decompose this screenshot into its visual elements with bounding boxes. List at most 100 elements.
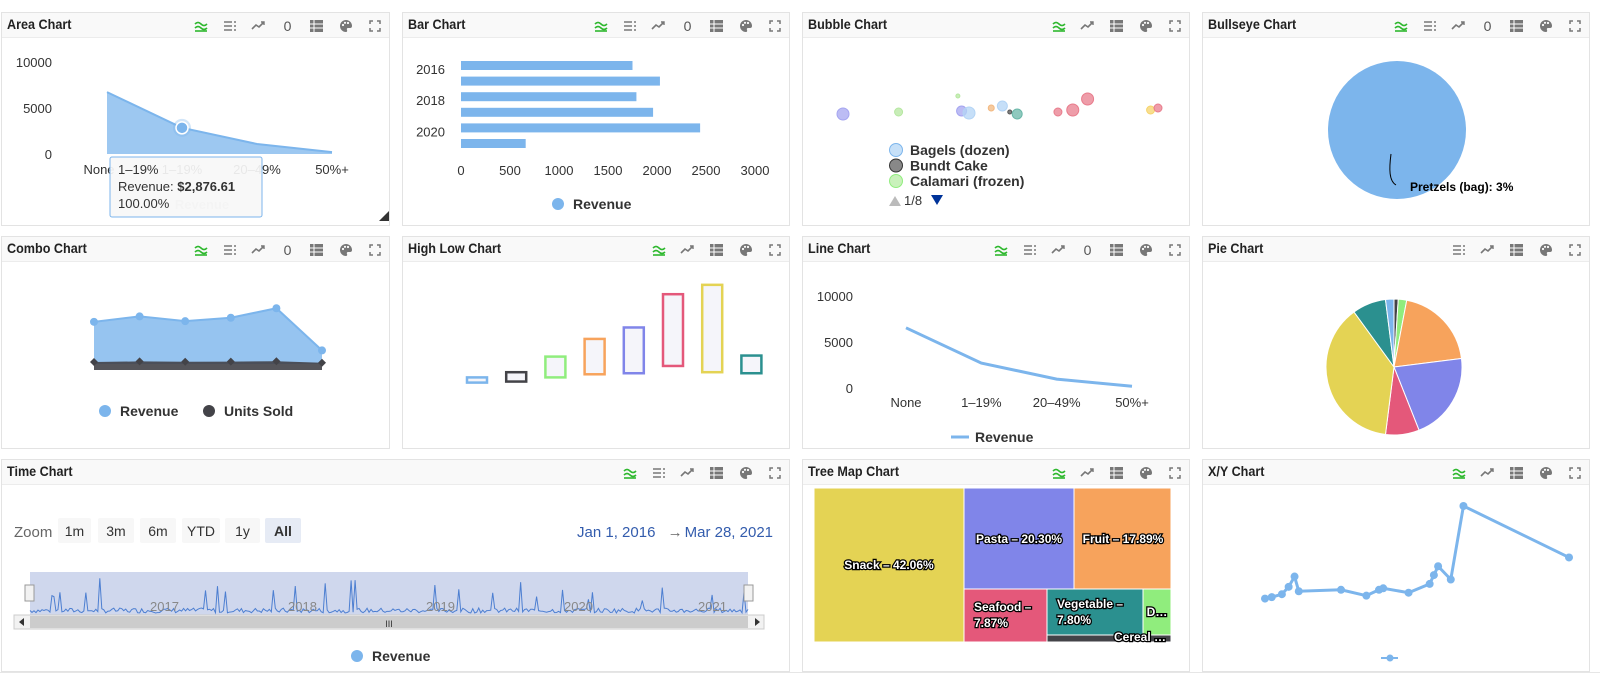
legend-label[interactable]: Revenue — [573, 196, 632, 212]
zoom-1y-button[interactable]: 1y — [225, 518, 260, 543]
high-low-bar[interactable] — [700, 283, 724, 374]
data-table-icon[interactable] — [702, 13, 731, 38]
series-toggle-icon[interactable] — [1444, 460, 1473, 485]
fullscreen-icon[interactable] — [760, 13, 789, 38]
legend-marker-dot[interactable] — [1386, 654, 1394, 662]
legend-label[interactable]: Revenue — [120, 403, 179, 419]
legend-toggle-icon[interactable] — [1415, 13, 1444, 38]
series-toggle-icon[interactable] — [644, 237, 673, 262]
xy-point[interactable] — [1290, 572, 1299, 581]
xy-point[interactable] — [1446, 575, 1455, 584]
high-low-bar[interactable] — [544, 355, 567, 379]
resize-handle[interactable] — [379, 211, 389, 221]
trend-line-icon[interactable] — [1444, 13, 1473, 38]
series-toggle-icon[interactable] — [1044, 13, 1073, 38]
legend-toggle-icon[interactable] — [215, 237, 244, 262]
units-point[interactable] — [226, 357, 235, 366]
units-point[interactable] — [181, 357, 190, 366]
palette-icon[interactable] — [731, 460, 760, 485]
bubble[interactable] — [962, 106, 976, 120]
palette-icon[interactable] — [731, 237, 760, 262]
revenue-point[interactable] — [318, 346, 326, 355]
bar-chart-plot[interactable]: 2016 2018 2020 0 500 1000 1500 2000 2500 3000 Reve… — [403, 39, 789, 225]
revenue-point[interactable] — [90, 317, 98, 326]
palette-icon[interactable] — [1131, 460, 1160, 485]
navigator-right-handle[interactable] — [743, 584, 754, 602]
legend-marker[interactable] — [552, 198, 564, 210]
xy-point[interactable] — [1261, 594, 1269, 603]
legend-toggle-icon[interactable] — [615, 13, 644, 38]
legend-marker[interactable] — [889, 174, 903, 188]
zoom-ytd-button[interactable]: YTD — [182, 518, 220, 543]
xy-point[interactable] — [1459, 501, 1468, 510]
revenue-point[interactable] — [181, 317, 190, 326]
zoom-1m-button[interactable]: 1m — [58, 518, 91, 543]
series-toggle-icon[interactable] — [986, 237, 1015, 262]
revenue-point[interactable] — [135, 312, 144, 321]
fullscreen-icon[interactable] — [760, 460, 789, 485]
data-table-icon[interactable] — [1502, 460, 1531, 485]
line-chart-plot[interactable]: 10000 5000 0 None 1–19% 20–49% 50%+ Revenue — [803, 263, 1189, 448]
fullscreen-icon[interactable] — [760, 237, 789, 262]
trend-line-icon[interactable] — [1473, 237, 1502, 262]
xy-point[interactable] — [1434, 562, 1443, 571]
zoom-3m-button[interactable]: 3m — [98, 518, 134, 543]
high-low-chart-plot[interactable] — [403, 263, 789, 448]
xy-point[interactable] — [1379, 584, 1388, 593]
xy-point[interactable] — [1404, 588, 1413, 597]
palette-icon[interactable] — [331, 13, 360, 38]
data-table-icon[interactable] — [302, 237, 331, 262]
xy-point[interactable] — [1277, 590, 1286, 599]
legend-label[interactable]: Calamari (frozen) — [910, 173, 1024, 189]
legend-marker[interactable] — [889, 158, 903, 173]
area-chart-plot[interactable]: 1000050000None1–19%20–49%50%+Revenue1–19… — [2, 39, 389, 225]
bubble[interactable] — [1153, 103, 1163, 113]
xy-point[interactable] — [1425, 579, 1434, 588]
units-point[interactable] — [135, 357, 144, 366]
xy-point[interactable] — [1362, 591, 1371, 600]
trend-line-icon[interactable] — [1073, 13, 1102, 38]
trend-line-icon[interactable] — [673, 460, 702, 485]
fullscreen-icon[interactable] — [1560, 237, 1589, 262]
scroll-left-arrow-icon[interactable] — [19, 618, 24, 626]
fullscreen-icon[interactable] — [1160, 13, 1189, 38]
palette-icon[interactable] — [1531, 460, 1560, 485]
high-low-bar[interactable] — [622, 326, 646, 375]
data-table-icon[interactable] — [702, 460, 731, 485]
date-from-input[interactable]: Jan 1, 2016 — [577, 524, 656, 541]
xy-point[interactable] — [1294, 587, 1303, 596]
legend-toggle-icon[interactable] — [644, 460, 673, 485]
series-toggle-icon[interactable] — [186, 237, 215, 262]
palette-icon[interactable] — [1131, 13, 1160, 38]
date-to-input[interactable]: Mar 28, 2021 — [684, 524, 773, 541]
legend-marker[interactable] — [889, 143, 903, 157]
treemap-cell[interactable] — [813, 487, 965, 643]
legend-label[interactable]: Bundt Cake — [910, 158, 988, 174]
legend-label[interactable]: Revenue — [975, 429, 1034, 445]
legend-toggle-icon[interactable] — [1015, 237, 1044, 262]
xy-point[interactable] — [1337, 585, 1345, 594]
pie-slice[interactable] — [1328, 61, 1466, 199]
legend-label[interactable]: Bagels (dozen) — [910, 142, 1010, 158]
zoom-6m-button[interactable]: 6m — [140, 518, 176, 543]
bar[interactable] — [461, 61, 633, 70]
navigator-left-handle[interactable] — [24, 584, 35, 602]
revenue-point[interactable] — [226, 313, 235, 322]
bar[interactable] — [461, 107, 654, 117]
series-toggle-icon[interactable] — [586, 13, 615, 38]
zoom-all-button[interactable]: All — [265, 518, 301, 543]
revenue-line[interactable] — [905, 326, 1133, 388]
bubble[interactable] — [1053, 107, 1063, 117]
pie-slice[interactable] — [1393, 357, 1463, 431]
time-chart-plot[interactable]: 2017 2018 2019 2020 2021 III Revenue — [2, 486, 789, 671]
palette-icon[interactable] — [731, 13, 760, 38]
scroll-right-arrow-icon[interactable] — [755, 618, 760, 626]
fullscreen-icon[interactable] — [1560, 13, 1589, 38]
legend-toggle-icon[interactable] — [215, 13, 244, 38]
pie-chart-plot[interactable] — [1203, 263, 1589, 448]
series-toggle-icon[interactable] — [615, 460, 644, 485]
bubble[interactable] — [996, 100, 1008, 112]
series-toggle-icon[interactable] — [1386, 13, 1415, 38]
legend-page-down-icon[interactable] — [931, 195, 943, 205]
